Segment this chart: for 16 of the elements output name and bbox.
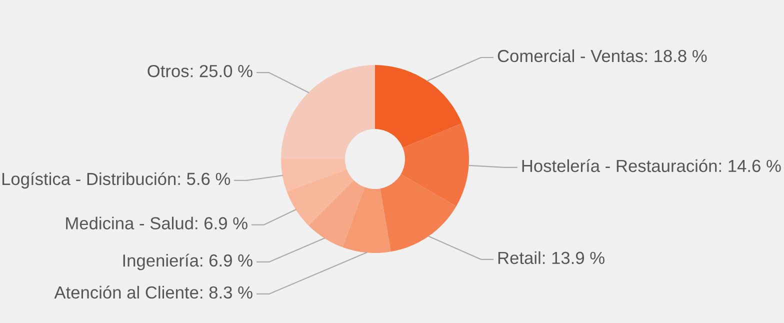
data-label: : 18.8 % [645,50,707,62]
slice-label: Hostelería - Restauración [522,159,717,172]
data-label: : 25.0 % [190,64,252,78]
data-label: : 6.9 % [196,217,248,230]
data-label: : 14.6 % [719,160,781,172]
slice-label: Comercial - Ventas [498,49,644,62]
slice-label: Otros [148,64,189,78]
data-label: : 5.6 % [178,172,230,186]
data-label: : 13.9 % [542,252,604,264]
slice-label: Retail [498,251,540,264]
slice-label: Logística - Distribución [2,172,176,189]
slice-label: Ingeniería [123,254,199,270]
data-label: : 8.3 % [200,286,252,299]
data-label: : 6.9 % [200,254,252,267]
slice-label: Atención al Cliente [54,286,198,299]
slice-label: Medicina - Salud [66,216,193,230]
